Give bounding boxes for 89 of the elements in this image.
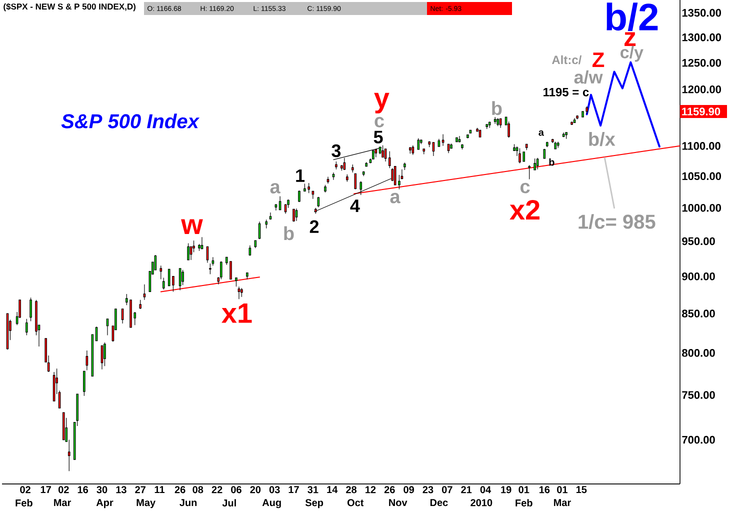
x2-tick-label: Sep [305, 499, 324, 508]
x-tick-label: 13 [116, 486, 126, 494]
x-tick-label: 30 [96, 486, 108, 494]
x-tick-label: 11 [154, 486, 165, 494]
annotation: a/w [574, 70, 603, 84]
x2-tick-label: May [136, 499, 156, 508]
annotation: a [390, 192, 400, 204]
x-tick-label: 22 [212, 486, 222, 494]
x-tick-label: 02 [58, 486, 69, 494]
annotation: c/y [620, 46, 644, 62]
candlestick [528, 164, 530, 180]
y-tick-label: 950.00 [682, 237, 715, 246]
x2-tick-label: Oct [347, 499, 364, 506]
x2-tick-label: Feb [516, 499, 532, 506]
x2-tick-label: Mar [54, 499, 72, 506]
x2-tick-label: Jul [222, 499, 236, 506]
candlestick [212, 256, 214, 266]
chart-title: ($SPX - NEW S & P 500 INDEX,D) [4, 3, 136, 12]
x2-tick-label: 2010 [470, 499, 492, 506]
annotation: c [520, 182, 530, 194]
annotation: 1 [296, 169, 305, 182]
x-tick-label: 14 [327, 486, 338, 494]
annotation: b/x [589, 132, 616, 146]
x-tick-label: 19 [501, 486, 512, 494]
annotation: b [492, 101, 502, 116]
candlestick [295, 208, 298, 222]
x-tick-label: 12 [366, 486, 376, 494]
x-tick-label: 27 [135, 486, 146, 494]
annotation: b [284, 226, 294, 240]
annotation: w [181, 219, 203, 234]
annotation: y [374, 92, 390, 114]
y-tick-label: 700.00 [682, 436, 715, 444]
text: S&P 500 Index [61, 114, 200, 128]
x-tick-label: 04 [480, 486, 492, 494]
x-tick-label: 31 [308, 486, 318, 494]
y-tick-label: 850.00 [682, 310, 715, 318]
annotation: x1 [222, 304, 252, 323]
x2-tick-label: Dec [430, 499, 448, 506]
x2-tick-label: Jun [180, 499, 197, 506]
annotation: 2 [310, 220, 319, 233]
y-tick-label: 900.00 [682, 272, 715, 280]
text: 1159.90 [682, 108, 720, 116]
x-tick-label: 26 [174, 486, 186, 494]
x-tick-label: 09 [404, 486, 414, 494]
y-tick-label: 1350.00 [682, 8, 722, 17]
x-tick-label: 16 [78, 486, 88, 494]
x-tick-label: 06 [231, 486, 242, 494]
x-tick-label: 17 [288, 486, 299, 494]
x2-tick-label: Nov [389, 499, 408, 506]
y-tick-label: 1250.00 [682, 58, 722, 67]
y-tick-label: 750.00 [682, 391, 715, 399]
x-tick-label: 01 [518, 486, 530, 494]
x-tick-label: 21 [461, 486, 472, 494]
annotation: a [538, 130, 544, 136]
x-tick-label: 01 [557, 486, 568, 494]
x-tick-label: 15 [576, 486, 587, 494]
annotation: Z [592, 52, 604, 68]
x2-tick-label: Mar [554, 499, 571, 506]
x-tick-label: 23 [422, 486, 434, 494]
y-tick-label: 1300.00 [682, 33, 722, 42]
annotation: z [624, 32, 636, 46]
annotation: 4 [350, 200, 360, 212]
annotation: 1/c= 985 [578, 214, 656, 230]
x-tick-label: 28 [346, 486, 357, 494]
x-tick-label: 08 [192, 486, 204, 494]
annotation: 3 [332, 144, 341, 158]
annotation: 5 [374, 130, 383, 144]
y-tick-label: 1050.00 [682, 172, 722, 180]
x2-tick-label: Feb [16, 499, 32, 506]
annotation: 1195 = c [544, 88, 589, 96]
y-tick-label: 1200.00 [682, 85, 722, 94]
annotation: b/2 [606, 2, 658, 31]
x-tick-label: 03 [269, 486, 280, 494]
y-tick-label: 1000.00 [682, 204, 722, 212]
x-tick-label: 02 [20, 486, 30, 494]
x-tick-label: 20 [250, 486, 261, 494]
x2-tick-label: Apr [96, 499, 114, 508]
x2-tick-label: Aug [262, 499, 281, 508]
annotation: a [270, 183, 280, 194]
annotation: b [549, 158, 554, 166]
annotation: x2 [510, 200, 540, 220]
x-tick-label: 07 [442, 486, 452, 494]
y-tick-label: 800.00 [682, 349, 715, 357]
annotation: c [374, 116, 384, 128]
y-tick-label: 1100.00 [682, 142, 720, 150]
x-tick-label: 17 [40, 486, 51, 494]
annotation: Alt:c/ [552, 55, 582, 64]
x-tick-label: 16 [539, 486, 550, 494]
x-tick-label: 26 [384, 486, 395, 494]
